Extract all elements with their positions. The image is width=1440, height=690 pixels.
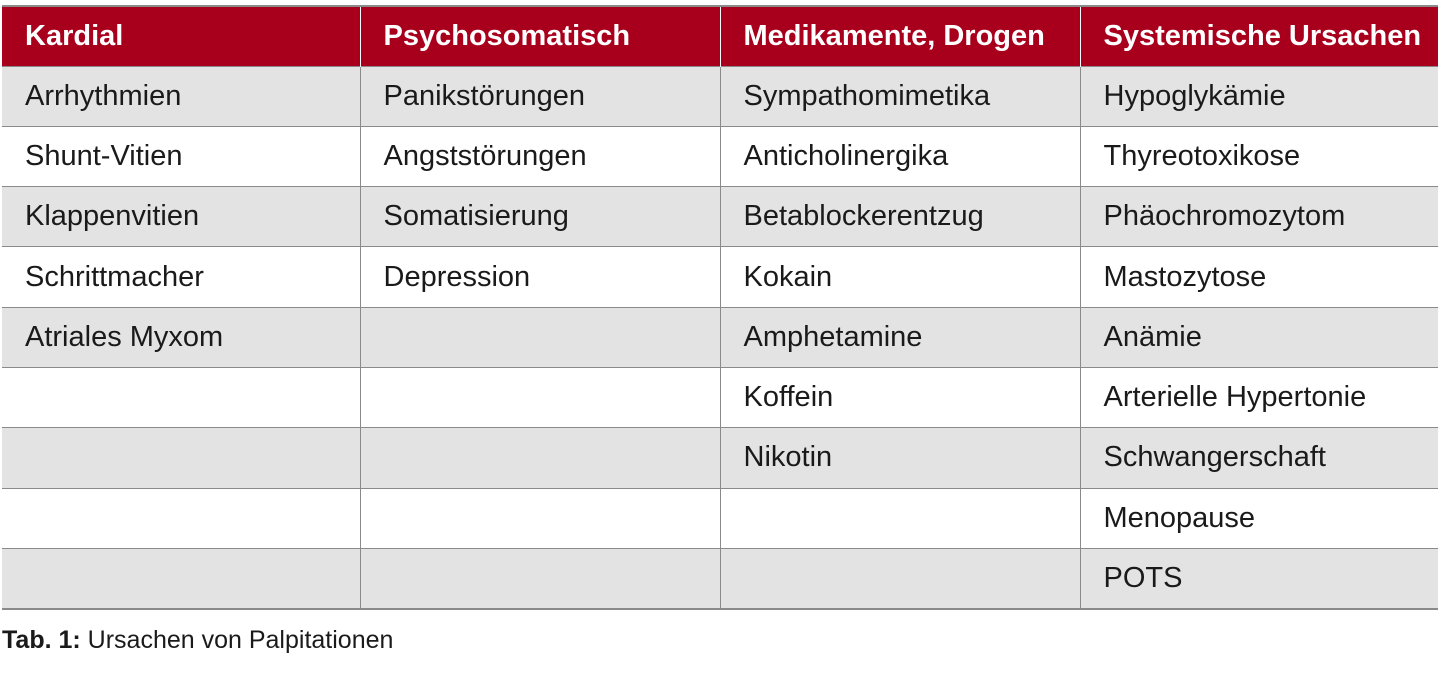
table-cell: Menopause [1079, 487, 1438, 549]
table-cell: Hypoglykämie [1079, 65, 1438, 127]
table-cell: Shunt-Vitien [2, 125, 360, 187]
table-row: Arrhythmien Panikstörungen Sympathomimet… [2, 65, 1438, 127]
caption-text: Ursachen von Palpitationen [80, 626, 394, 654]
table-row: Nikotin Schwangerschaft [2, 427, 1438, 489]
table-row: Koffein Arterielle Hypertonie [2, 366, 1438, 428]
table-cell [2, 547, 360, 609]
column-header-systemische-ursachen: Systemische Ursachen [1079, 5, 1438, 66]
column-header-kardial: Kardial [2, 5, 361, 66]
table-cell: Sympathomimetika [719, 65, 1080, 127]
table-cell: POTS [1079, 547, 1438, 609]
table-cell: Panikstörungen [359, 65, 720, 127]
table-cell: Phäochromozytom [1079, 186, 1438, 247]
table-row: POTS [2, 547, 1438, 609]
table-row: Atriales Myxom Amphetamine Anämie [2, 306, 1438, 368]
table-cell: Klappenvitien [2, 186, 360, 247]
table-cell: Anticholinergika [719, 125, 1080, 187]
header-row: Kardial Psychosomatisch Medikamente, Dro… [2, 5, 1438, 66]
table-cell: Betablockerentzug [719, 186, 1080, 247]
table-cell [719, 487, 1080, 549]
table-cell: Somatisierung [359, 186, 720, 247]
table-cell: Atriales Myxom [2, 306, 360, 368]
table-cell: Schrittmacher [2, 246, 360, 308]
table-body: Arrhythmien Panikstörungen Sympathomimet… [2, 65, 1438, 609]
table-cell [2, 427, 360, 489]
table-cell [359, 366, 720, 428]
table-container: Kardial Psychosomatisch Medikamente, Dro… [2, 5, 1438, 610]
table-row: Shunt-Vitien Angststörungen Anticholiner… [2, 125, 1438, 187]
caption-label: Tab. 1: [2, 626, 81, 654]
table-cell [2, 487, 360, 549]
table-cell: Schwangerschaft [1079, 427, 1438, 489]
table-cell: Mastozytose [1079, 246, 1438, 308]
table-cell [359, 487, 720, 549]
table-cell [359, 427, 720, 489]
table-cell [359, 547, 720, 609]
table-cell: Thyreotoxikose [1079, 125, 1438, 187]
table-cell: Arrhythmien [2, 65, 360, 127]
table-cell: Kokain [719, 246, 1080, 308]
table-cell: Anämie [1079, 306, 1438, 368]
palpitation-causes-table: Kardial Psychosomatisch Medikamente, Dro… [2, 5, 1438, 610]
column-header-psychosomatisch: Psychosomatisch [359, 5, 721, 66]
table-header: Kardial Psychosomatisch Medikamente, Dro… [2, 5, 1438, 66]
column-header-medikamente-drogen: Medikamente, Drogen [719, 5, 1081, 66]
table-cell: Nikotin [719, 427, 1080, 489]
table-cell: Arterielle Hypertonie [1079, 366, 1438, 428]
table-cell [719, 547, 1080, 609]
table-row: Klappenvitien Somatisierung Betablockere… [2, 186, 1438, 247]
table-cell: Koffein [719, 366, 1080, 428]
table-cell: Amphetamine [719, 306, 1080, 368]
table-cell [359, 306, 720, 368]
table-row: Menopause [2, 487, 1438, 549]
table-caption: Tab. 1: Ursachen von Palpitationen [2, 626, 393, 655]
table-row: Schrittmacher Depression Kokain Mastozyt… [2, 246, 1438, 308]
table-cell: Depression [359, 246, 720, 308]
table-cell [2, 366, 360, 428]
table-cell: Angststörungen [359, 125, 720, 187]
